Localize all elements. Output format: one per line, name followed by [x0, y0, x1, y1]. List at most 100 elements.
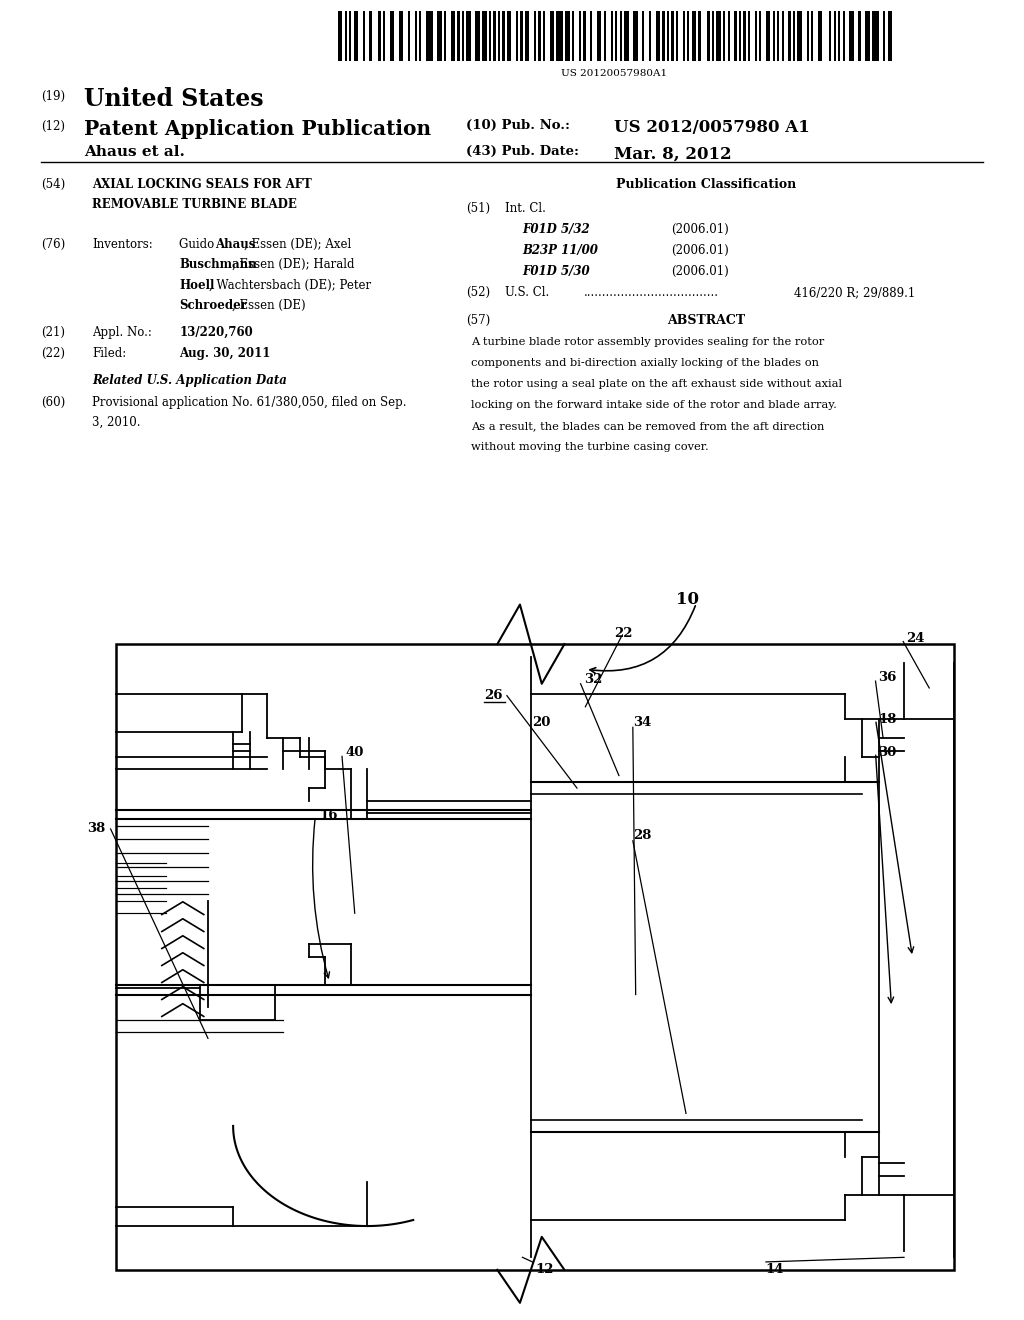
- Text: (12): (12): [41, 120, 65, 133]
- Bar: [550, 11, 554, 61]
- Text: Buschmann: Buschmann: [179, 259, 257, 271]
- Bar: [353, 11, 358, 61]
- Bar: [362, 11, 365, 61]
- Bar: [475, 11, 480, 61]
- Text: (57): (57): [466, 314, 490, 327]
- Text: 34: 34: [633, 715, 651, 729]
- Bar: [494, 11, 496, 61]
- Text: Inventors:: Inventors:: [92, 238, 153, 251]
- Bar: [865, 11, 869, 61]
- Text: 30: 30: [879, 746, 897, 759]
- Text: (60): (60): [41, 396, 66, 409]
- Bar: [883, 11, 886, 61]
- Bar: [649, 11, 651, 61]
- Bar: [728, 11, 730, 61]
- Bar: [345, 11, 347, 61]
- Text: (52): (52): [466, 286, 490, 300]
- Bar: [498, 11, 500, 61]
- Text: 40: 40: [345, 746, 364, 759]
- Bar: [755, 11, 757, 61]
- Bar: [408, 11, 410, 61]
- Text: (2006.01): (2006.01): [671, 265, 728, 279]
- Text: 10: 10: [676, 591, 698, 607]
- Bar: [579, 11, 582, 61]
- Text: , Essen (DE); Harald: , Essen (DE); Harald: [232, 259, 355, 271]
- Text: F01D 5/32: F01D 5/32: [522, 223, 590, 236]
- Bar: [642, 11, 644, 61]
- Bar: [426, 11, 432, 61]
- Bar: [798, 11, 802, 61]
- Text: Appl. No.:: Appl. No.:: [92, 326, 152, 339]
- Text: 3, 2010.: 3, 2010.: [92, 416, 140, 429]
- Text: (76): (76): [41, 238, 66, 251]
- Bar: [462, 11, 464, 61]
- Text: US 20120057980A1: US 20120057980A1: [561, 69, 668, 78]
- Bar: [488, 11, 492, 61]
- Bar: [437, 11, 441, 61]
- Bar: [624, 11, 629, 61]
- Bar: [633, 11, 638, 61]
- Bar: [687, 11, 689, 61]
- Bar: [482, 11, 486, 61]
- Bar: [759, 11, 762, 61]
- Bar: [415, 11, 417, 61]
- Text: (10) Pub. No.:: (10) Pub. No.:: [466, 119, 580, 132]
- Bar: [349, 11, 351, 61]
- Text: 24: 24: [906, 632, 925, 645]
- Text: 13/220,760: 13/220,760: [179, 326, 253, 339]
- Text: (19): (19): [41, 90, 66, 103]
- Text: locking on the forward intake side of the rotor and blade array.: locking on the forward intake side of th…: [471, 400, 837, 411]
- Text: US 2012/0057980 A1: US 2012/0057980 A1: [614, 119, 810, 136]
- Bar: [543, 11, 545, 61]
- Text: Int. Cl.: Int. Cl.: [505, 202, 546, 215]
- Bar: [723, 11, 725, 61]
- Bar: [419, 11, 421, 61]
- Bar: [398, 11, 403, 61]
- Text: 36: 36: [879, 671, 897, 684]
- Bar: [777, 11, 779, 61]
- Bar: [451, 11, 455, 61]
- Bar: [838, 11, 841, 61]
- Text: without moving the turbine casing cover.: without moving the turbine casing cover.: [471, 442, 709, 453]
- Text: Schroeder: Schroeder: [179, 300, 247, 312]
- Bar: [781, 11, 784, 61]
- Text: Related U.S. Application Data: Related U.S. Application Data: [92, 374, 287, 387]
- Bar: [672, 11, 674, 61]
- Bar: [712, 11, 714, 61]
- Bar: [691, 11, 696, 61]
- Bar: [807, 11, 809, 61]
- Text: Aug. 30, 2011: Aug. 30, 2011: [179, 347, 270, 360]
- Bar: [539, 11, 541, 61]
- Text: Publication Classification: Publication Classification: [616, 178, 797, 191]
- Text: U.S. Cl.: U.S. Cl.: [505, 286, 549, 300]
- Text: B23P 11/00: B23P 11/00: [522, 244, 598, 257]
- Bar: [338, 11, 342, 61]
- Bar: [793, 11, 796, 61]
- Bar: [708, 11, 710, 61]
- Bar: [667, 11, 669, 61]
- Bar: [458, 11, 460, 61]
- Bar: [734, 11, 736, 61]
- Bar: [379, 11, 381, 61]
- Bar: [390, 11, 394, 61]
- Bar: [849, 11, 854, 61]
- Bar: [655, 11, 660, 61]
- Text: 32: 32: [584, 673, 602, 686]
- Bar: [888, 11, 892, 61]
- Text: As a result, the blades can be removed from the aft direction: As a result, the blades can be removed f…: [471, 421, 824, 432]
- Bar: [663, 11, 665, 61]
- Text: A turbine blade rotor assembly provides sealing for the rotor: A turbine blade rotor assembly provides …: [471, 337, 824, 347]
- Text: 26: 26: [484, 689, 503, 702]
- Bar: [788, 11, 791, 61]
- Text: 12: 12: [536, 1263, 554, 1276]
- Bar: [698, 11, 700, 61]
- Text: Patent Application Publication: Patent Application Publication: [84, 119, 431, 139]
- Bar: [834, 11, 836, 61]
- Bar: [520, 11, 522, 61]
- Bar: [811, 11, 813, 61]
- Bar: [620, 11, 622, 61]
- Text: (2006.01): (2006.01): [671, 244, 728, 257]
- Bar: [525, 11, 529, 61]
- Bar: [572, 11, 574, 61]
- Bar: [829, 11, 831, 61]
